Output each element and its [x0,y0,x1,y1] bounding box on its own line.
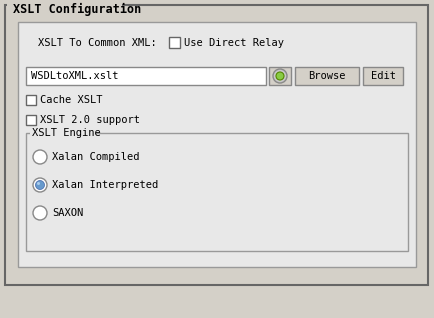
Text: Xalan Compiled: Xalan Compiled [52,152,139,162]
Bar [26,67,266,85]
Text: WSDLtoXML.xslt: WSDLtoXML.xslt [31,71,118,81]
Text: XSLT To Common XML:: XSLT To Common XML: [38,38,157,48]
Bar [18,22,416,267]
Circle shape [33,150,47,164]
Circle shape [276,72,284,80]
Text: SAXON: SAXON [52,208,83,218]
Text: XSLT 2.0 support: XSLT 2.0 support [40,115,140,125]
Text: Xalan Interpreted: Xalan Interpreted [52,180,158,190]
Text: XSLT Engine: XSLT Engine [32,128,101,138]
Bar [5,5,428,285]
Bar [169,37,180,48]
Bar [269,67,291,85]
Bar [26,95,36,105]
Circle shape [37,182,40,185]
Text: Edit: Edit [371,71,395,81]
Bar [363,67,403,85]
Circle shape [33,178,47,192]
Bar [7,2,122,12]
Text: XSLT Configuration: XSLT Configuration [13,3,141,16]
Text: Use Direct Relay: Use Direct Relay [184,38,284,48]
Bar [30,128,95,139]
Bar [26,133,408,251]
Circle shape [273,69,287,83]
Text: Browse: Browse [308,71,346,81]
Circle shape [33,206,47,220]
Bar [295,67,359,85]
Text: Cache XSLT: Cache XSLT [40,95,102,105]
Circle shape [36,181,45,190]
Bar [26,115,36,125]
